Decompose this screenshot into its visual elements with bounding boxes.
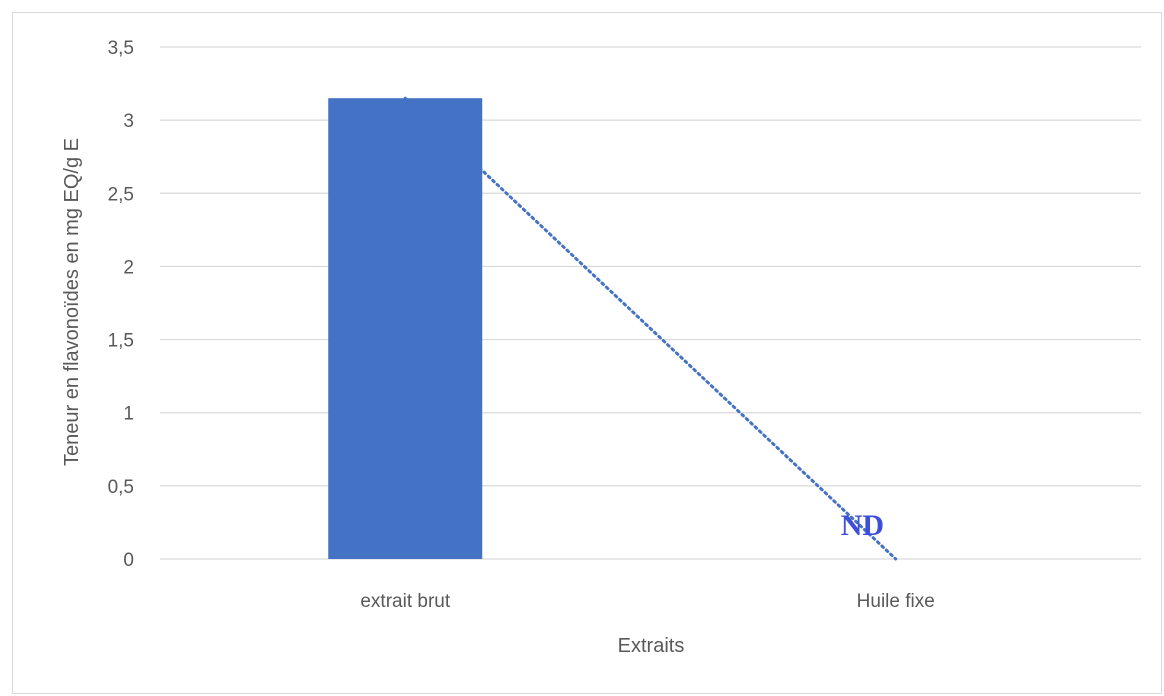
x-axis-title: Extraits — [618, 635, 685, 657]
bar-extrait-brut — [328, 98, 483, 559]
y-tick-label: 0,5 — [108, 477, 134, 498]
y-tick-label: 3 — [123, 111, 134, 132]
y-tick-label: 2 — [123, 257, 134, 278]
x-tick-label: Huile fixe — [857, 591, 935, 612]
x-tick-label: extrait brut — [360, 591, 450, 612]
trendline — [403, 96, 898, 561]
y-axis-title: Teneur en flavonoïdes en mg EQ/g E — [61, 138, 83, 466]
y-tick-label: 3,5 — [108, 38, 134, 59]
y-tick-label: 0 — [123, 550, 134, 571]
y-tick-label: 1 — [123, 404, 134, 425]
chart-frame — [12, 12, 1162, 694]
y-tick-label: 1,5 — [108, 331, 134, 352]
not-detected-label: ND — [841, 509, 884, 542]
y-tick-label: 2,5 — [108, 184, 134, 205]
